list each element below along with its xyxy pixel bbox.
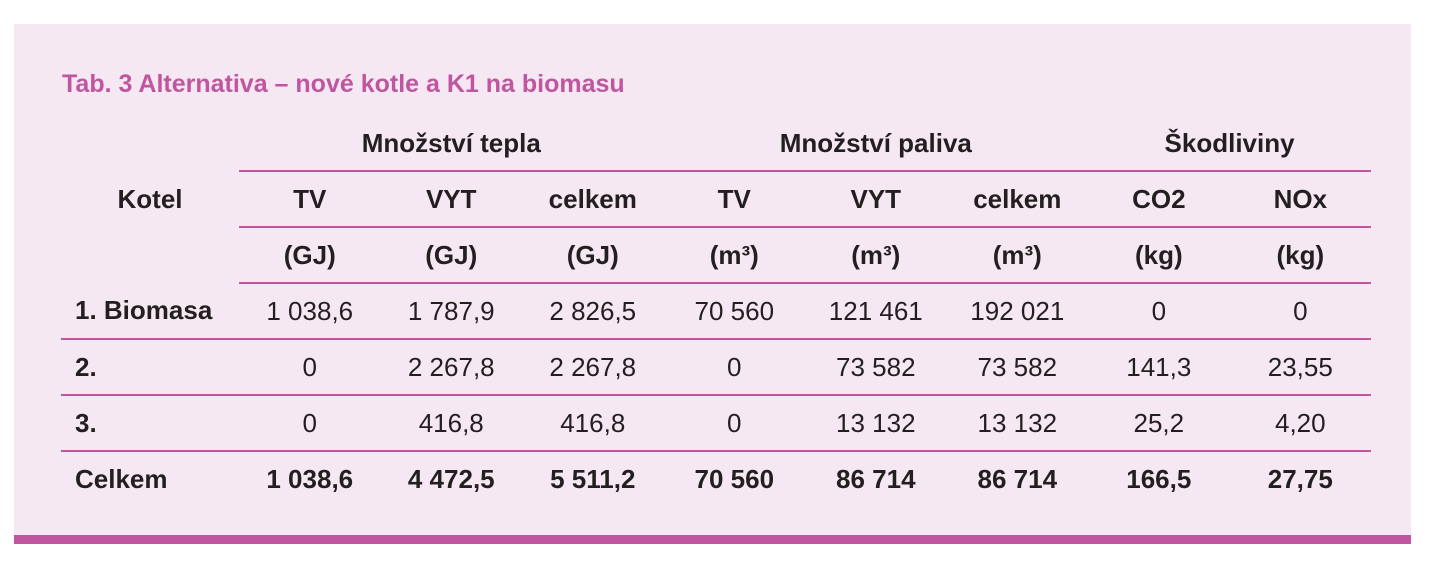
table-cell: 4 472,5 [407, 463, 495, 494]
table-cell: 0 [663, 339, 806, 396]
header-column: celkem [946, 171, 1089, 228]
table-cell: 416,8 [522, 395, 664, 452]
data-table: Kotel Množství tepla Množství paliva Ško… [61, 116, 1372, 506]
table-cell: 2 267,8 [522, 339, 664, 396]
header-row-units: (GJ) (GJ) (GJ) (m³) (m³) (m³) (kg) (kg) [61, 227, 1372, 284]
table-cell: 73 582 [805, 339, 947, 396]
header-group-heat: Množství tepla [239, 116, 664, 172]
header-column: VYT [805, 171, 947, 228]
header-column: NOx [1229, 171, 1372, 228]
table-cell: 0 [1229, 283, 1372, 340]
table-cell: 73 582 [946, 339, 1089, 396]
header-group-pollutants: Škodliviny [1088, 116, 1372, 172]
table-cell: 416,8 [380, 395, 522, 452]
table-cell: 25,2 [1088, 395, 1230, 452]
table-cell: 13 132 [946, 395, 1089, 452]
header-unit: (GJ) [522, 227, 664, 284]
header-unit: (GJ) [380, 227, 522, 284]
table-cell: 1 038,6 [266, 463, 354, 494]
table-cell: 0 [1088, 283, 1230, 340]
header-column: celkem [522, 171, 664, 228]
header-column: TV [239, 171, 381, 228]
header-unit: (GJ) [239, 227, 381, 284]
header-unit: (kg) [1088, 227, 1230, 284]
table-cell: 5 511,2 [550, 463, 636, 494]
header-row-groups: Kotel Množství tepla Množství paliva Ško… [61, 116, 1372, 214]
header-unit: (m³) [946, 227, 1089, 284]
table-row: 2. 0 2 267,8 2 267,8 0 73 582 73 582 141… [61, 339, 1372, 396]
table-cell: 0 [239, 395, 381, 452]
total-row: Celkem 1 038,6 4 472,5 5 511,2 70 560 86… [61, 451, 1371, 506]
table-cell: 1 787,9 [380, 283, 522, 340]
table-cell: 0 [663, 395, 806, 452]
header-column: CO2 [1088, 171, 1230, 228]
table-cell: 121 461 [805, 283, 947, 340]
header-group-fuel: Množství paliva [663, 116, 1089, 172]
header-column: VYT [380, 171, 522, 228]
header-kotel: Kotel [117, 184, 183, 214]
table-cell: 23,55 [1229, 339, 1372, 396]
table-cell: 0 [239, 339, 381, 396]
table-cell: 2 826,5 [522, 283, 664, 340]
table-cell: 13 132 [805, 395, 947, 452]
table-row: 1. Biomasa 1 038,6 1 787,9 2 826,5 70 56… [61, 283, 1372, 340]
header-unit: (kg) [1229, 227, 1372, 284]
row-label: 3. [61, 395, 239, 452]
table-cell: 166,5 [1126, 463, 1192, 494]
table-cell: 1 038,6 [239, 283, 381, 340]
header-column: TV [663, 171, 806, 228]
header-row-columns: TV VYT celkem TV VYT celkem CO2 NOx [61, 171, 1372, 228]
table-cell: 70 560 [694, 463, 775, 494]
table-cell: 86 714 [836, 463, 916, 494]
row-label: 2. [61, 339, 239, 396]
table-cell: 141,3 [1088, 339, 1230, 396]
table-cell: 4,20 [1229, 395, 1372, 452]
table-cell: 70 560 [663, 283, 806, 340]
bottom-accent-bar [14, 535, 1411, 544]
row-label: 1. Biomasa [61, 283, 239, 340]
table-row: 3. 0 416,8 416,8 0 13 132 13 132 25,2 4,… [61, 395, 1372, 452]
table-caption: Tab. 3 Alternativa – nové kotle a K1 na … [62, 70, 625, 98]
table-cell: 2 267,8 [380, 339, 522, 396]
table-cell: 27,75 [1267, 463, 1333, 494]
header-unit: (m³) [805, 227, 947, 284]
row-label: Celkem [75, 463, 168, 494]
table-cell: 192 021 [946, 283, 1089, 340]
header-unit: (m³) [663, 227, 806, 284]
table-cell: 86 714 [977, 463, 1058, 494]
